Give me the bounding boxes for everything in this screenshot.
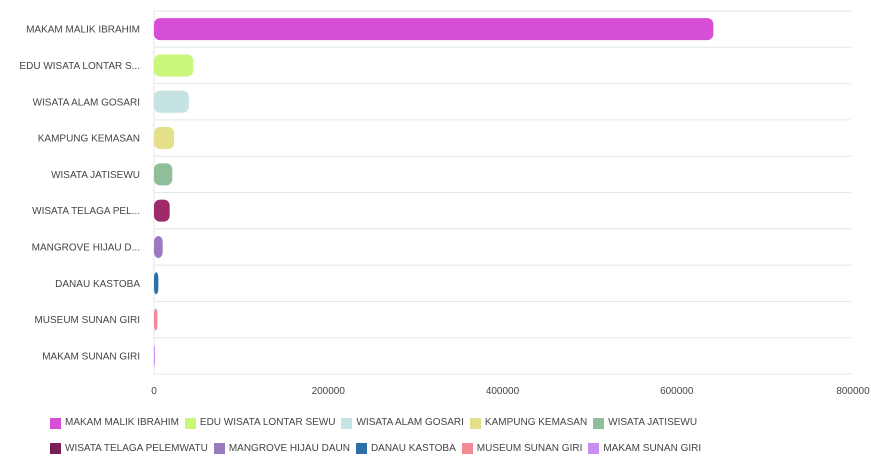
bar[interactable] [154, 308, 158, 331]
category-label: WISATA JATISEWU [51, 170, 140, 181]
legend-label: EDU WISATA LONTAR SEWU [199, 417, 336, 428]
bar[interactable] [154, 18, 714, 41]
category-label: EDU WISATA LONTAR S... [19, 61, 140, 72]
legend-swatch [469, 417, 481, 429]
bar[interactable] [154, 90, 189, 113]
category-label: WISATA ALAM GOSARI [33, 97, 140, 108]
bar[interactable] [154, 163, 173, 186]
legend-label: WISATA JATISEWU [608, 417, 698, 428]
legend-label: DANAU KASTOBA [370, 442, 456, 454]
bar[interactable] [154, 54, 194, 77]
bar[interactable] [154, 127, 175, 150]
legend-item[interactable]: MAKAM SUNAN GIRI [588, 438, 701, 460]
legend-label: MUSEUM SUNAN GIRI [476, 442, 583, 454]
legend-swatch [50, 443, 61, 454]
legend-item[interactable]: DANAU KASTOBA [355, 438, 456, 460]
legend-label: MAKAM SUNAN GIRI [603, 442, 702, 454]
legend-item[interactable]: KAMPUNG KEMASAN [469, 412, 588, 434]
bar[interactable] [154, 235, 163, 258]
legend-swatch [184, 417, 196, 429]
legend-swatch [341, 417, 353, 429]
legend-swatch [50, 417, 61, 429]
legend-item[interactable]: MAKAM MALIK IBRAHIM [50, 412, 179, 434]
chart-legend: MAKAM MALIK IBRAHIM EDU WISATA LONTAR SEW… [50, 412, 840, 463]
legend-swatch [355, 443, 367, 454]
legend-item[interactable]: WISATA ALAM GOSARI [341, 412, 464, 434]
bar-chart: MAKAM MALIK IBRAHIM EDU WISATA LONTAR S..… [19, 10, 870, 397]
x-tick-label: 0 [151, 386, 157, 397]
bar[interactable] [154, 272, 159, 295]
legend-label: WISATA ALAM GOSARI [356, 417, 464, 428]
bar[interactable] [154, 344, 155, 367]
legend-swatch [213, 443, 225, 454]
category-label: MAKAM MALIK IBRAHIM [26, 25, 140, 36]
x-tick-label: 400000 [486, 386, 520, 397]
legend-label: MANGROVE HIJAU DAUN [228, 442, 350, 454]
legend-item[interactable]: MUSEUM SUNAN GIRI [461, 438, 583, 460]
bar[interactable] [154, 199, 170, 222]
category-label: MAKAM SUNAN GIRI [42, 351, 140, 362]
legend-item[interactable]: WISATA JATISEWU [593, 412, 697, 434]
category-label: KAMPUNG KEMASAN [38, 134, 140, 145]
category-label: WISATA TELAGA PEL... [32, 206, 140, 217]
category-label: DANAU KASTOBA [55, 279, 140, 290]
category-label: MUSEUM SUNAN GIRI [34, 315, 140, 326]
legend-swatch [588, 443, 600, 454]
legend-item[interactable]: EDU WISATA LONTAR SEWU [184, 412, 336, 434]
legend-item[interactable]: MANGROVE HIJAU DAUN [213, 438, 350, 460]
legend-swatch [593, 417, 605, 429]
legend-label: WISATA TELAGA PELEMWATU [65, 442, 208, 454]
x-tick-label: 800000 [836, 386, 870, 397]
legend-swatch [461, 443, 473, 454]
legend-label: KAMPUNG KEMASAN [484, 417, 588, 428]
x-tick-label: 600000 [660, 386, 694, 397]
category-label: MANGROVE HIJAU D... [32, 242, 140, 253]
x-tick-label: 200000 [312, 386, 346, 397]
legend-label: MAKAM MALIK IBRAHIM [65, 417, 179, 428]
legend-item[interactable]: WISATA TELAGA PELEMWATU [50, 438, 208, 460]
